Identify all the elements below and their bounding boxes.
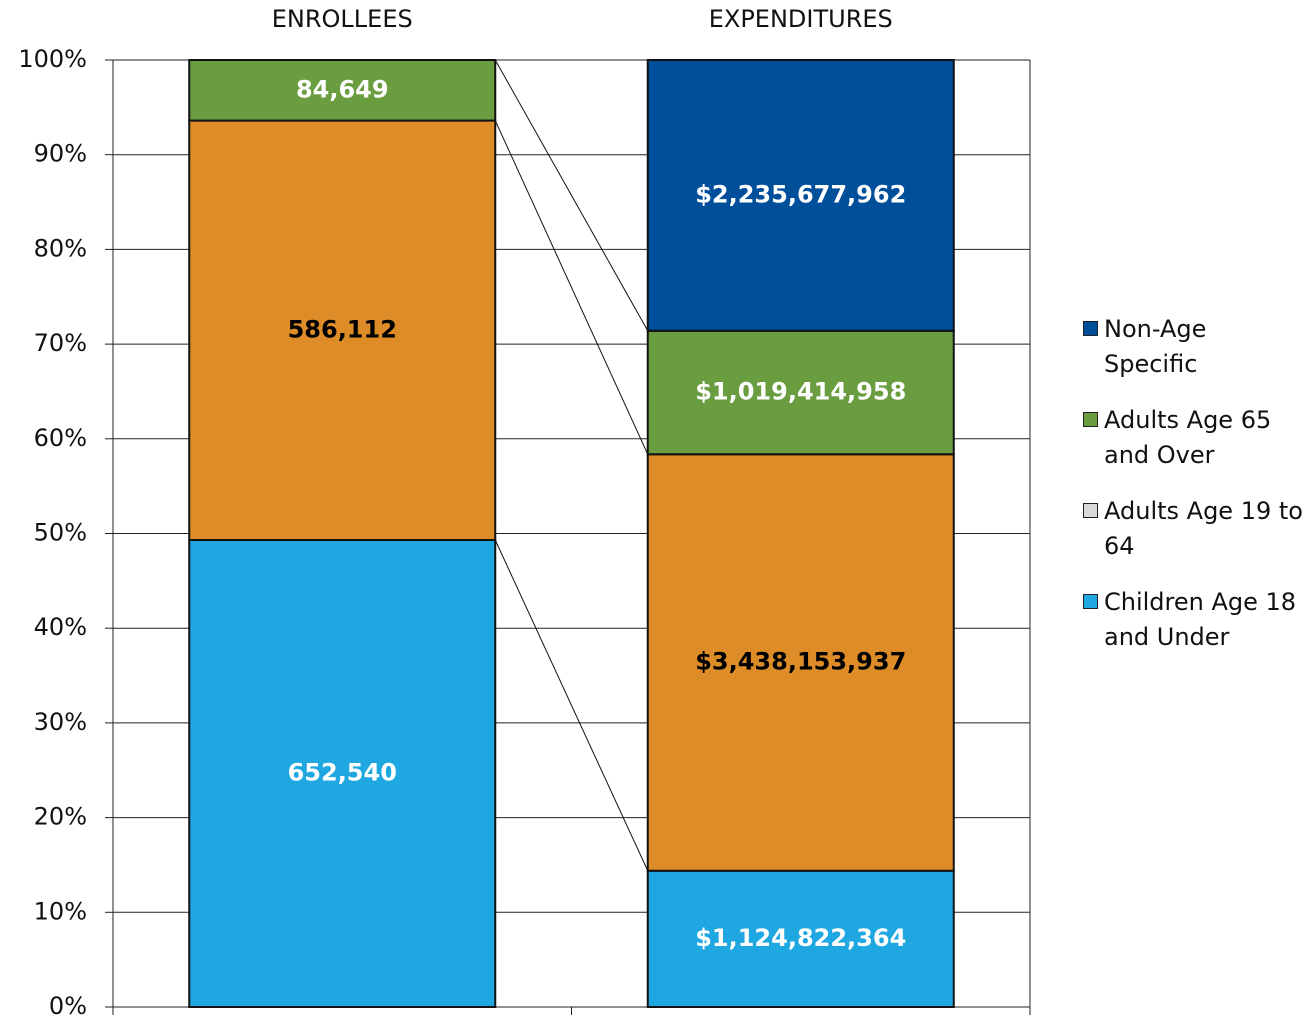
legend-label: Children Age 18 and Under xyxy=(1104,588,1297,651)
series-line xyxy=(494,59,649,332)
legend-swatch xyxy=(1083,321,1098,336)
bar-segment xyxy=(646,869,955,1009)
series-line xyxy=(494,120,649,455)
y-tick-label: 20% xyxy=(34,803,87,831)
legend-label: Adults Age 19 to 64 xyxy=(1104,497,1303,560)
series-line xyxy=(494,539,649,871)
y-tick-label: 40% xyxy=(34,613,87,641)
legend: Non-Age Specific Adults Age 65 and Over Ad… xyxy=(1083,312,1315,676)
data-label: $1,124,822,364 xyxy=(695,924,906,952)
data-label: 84,649 xyxy=(296,75,389,103)
data-label: $3,438,153,937 xyxy=(695,648,906,676)
bar-segment xyxy=(646,453,955,872)
bar-segment xyxy=(646,59,955,332)
y-tick-label: 60% xyxy=(34,424,87,452)
data-label: 586,112 xyxy=(288,315,397,343)
bar-segment xyxy=(646,329,955,456)
y-tick-label: 30% xyxy=(34,708,87,736)
y-tick-label: 0% xyxy=(49,992,87,1019)
y-tick-label: 70% xyxy=(34,329,87,357)
legend-item: Adults Age 65 and Over xyxy=(1083,403,1315,494)
y-tick-label: 10% xyxy=(34,897,87,925)
bar-segment xyxy=(188,59,497,122)
bar-segment xyxy=(188,539,497,1008)
legend-item: Non-Age Specific xyxy=(1083,312,1315,403)
y-tick-label: 50% xyxy=(34,519,87,547)
y-tick-label: 100% xyxy=(18,45,87,73)
legend-item: Adults Age 19 to 64 xyxy=(1083,494,1315,585)
legend-item: Children Age 18 and Under xyxy=(1083,585,1315,676)
data-label: $1,019,414,958 xyxy=(695,378,906,406)
legend-swatch xyxy=(1083,503,1098,518)
bar-segment xyxy=(188,119,497,542)
legend-label: Non-Age Specific xyxy=(1104,315,1207,378)
legend-swatch xyxy=(1083,412,1098,427)
y-tick-label: 80% xyxy=(34,234,87,262)
category-label: EXPENDITURES xyxy=(709,5,893,33)
legend-swatch xyxy=(1083,594,1098,609)
y-tick-label: 90% xyxy=(34,140,87,168)
category-label: ENROLLEES xyxy=(272,5,413,33)
data-label: $2,235,677,962 xyxy=(695,180,906,208)
data-label: 652,540 xyxy=(288,759,397,787)
legend-label: Adults Age 65 and Over xyxy=(1104,406,1272,469)
